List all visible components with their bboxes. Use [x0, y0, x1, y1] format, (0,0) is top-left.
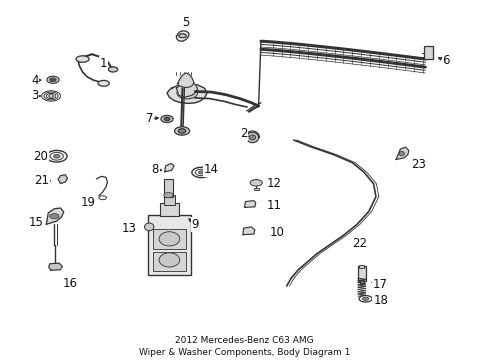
Ellipse shape [50, 78, 56, 82]
Text: 18: 18 [372, 294, 387, 307]
Polygon shape [177, 73, 193, 87]
Text: 6: 6 [442, 54, 449, 67]
Ellipse shape [250, 180, 262, 186]
Bar [160, 203, 179, 216]
Bar [423, 46, 432, 59]
Ellipse shape [181, 90, 192, 96]
Text: 9: 9 [191, 218, 199, 231]
Bar [163, 179, 173, 197]
Text: 16: 16 [62, 277, 77, 290]
Polygon shape [167, 83, 206, 103]
Text: 12: 12 [266, 177, 281, 190]
Ellipse shape [179, 34, 186, 38]
Bar [359, 280, 364, 284]
Ellipse shape [53, 154, 60, 158]
Polygon shape [243, 227, 254, 235]
Polygon shape [244, 201, 255, 207]
Ellipse shape [98, 80, 109, 86]
Text: 11: 11 [266, 199, 281, 212]
Polygon shape [395, 147, 408, 159]
Bar [153, 229, 185, 248]
Bar [153, 252, 185, 271]
Text: 7: 7 [145, 112, 153, 126]
Text: 8: 8 [151, 163, 159, 176]
Polygon shape [58, 175, 67, 184]
Text: 10: 10 [269, 226, 284, 239]
Text: 3: 3 [31, 90, 38, 103]
Text: 17: 17 [372, 278, 387, 291]
Ellipse shape [164, 117, 169, 121]
Text: 22: 22 [351, 237, 366, 249]
Text: 23: 23 [410, 158, 425, 171]
Text: 21: 21 [34, 174, 49, 187]
Ellipse shape [76, 56, 89, 62]
Bar [163, 195, 175, 205]
Text: 1: 1 [100, 57, 107, 71]
Text: 2012 Mercedes-Benz C63 AMG
Wiper & Washer Components, Body Diagram 1: 2012 Mercedes-Benz C63 AMG Wiper & Washe… [139, 336, 349, 357]
Ellipse shape [159, 253, 180, 267]
Ellipse shape [108, 67, 118, 72]
Ellipse shape [198, 171, 203, 174]
Text: 20: 20 [33, 150, 48, 163]
Polygon shape [46, 208, 63, 224]
Ellipse shape [163, 193, 173, 198]
Bar [357, 266, 365, 281]
Text: 19: 19 [81, 196, 96, 209]
Ellipse shape [246, 132, 258, 143]
Text: 4: 4 [31, 73, 39, 87]
Ellipse shape [398, 151, 404, 156]
Text: 15: 15 [29, 216, 43, 229]
Ellipse shape [178, 129, 185, 133]
Text: 13: 13 [122, 222, 137, 235]
Ellipse shape [177, 87, 197, 99]
Ellipse shape [249, 135, 255, 140]
Polygon shape [176, 31, 189, 41]
Ellipse shape [161, 116, 173, 122]
Polygon shape [176, 82, 197, 97]
Bar [148, 215, 190, 275]
Bar [358, 265, 364, 268]
Ellipse shape [144, 223, 154, 231]
Polygon shape [164, 163, 174, 172]
Text: 2: 2 [239, 127, 247, 140]
Polygon shape [49, 263, 62, 270]
Text: 14: 14 [203, 163, 219, 176]
Ellipse shape [159, 232, 180, 246]
Ellipse shape [50, 213, 59, 219]
Ellipse shape [47, 76, 59, 84]
Text: 5: 5 [182, 16, 189, 29]
Bar [253, 188, 258, 190]
Ellipse shape [362, 297, 368, 300]
Ellipse shape [174, 127, 189, 135]
